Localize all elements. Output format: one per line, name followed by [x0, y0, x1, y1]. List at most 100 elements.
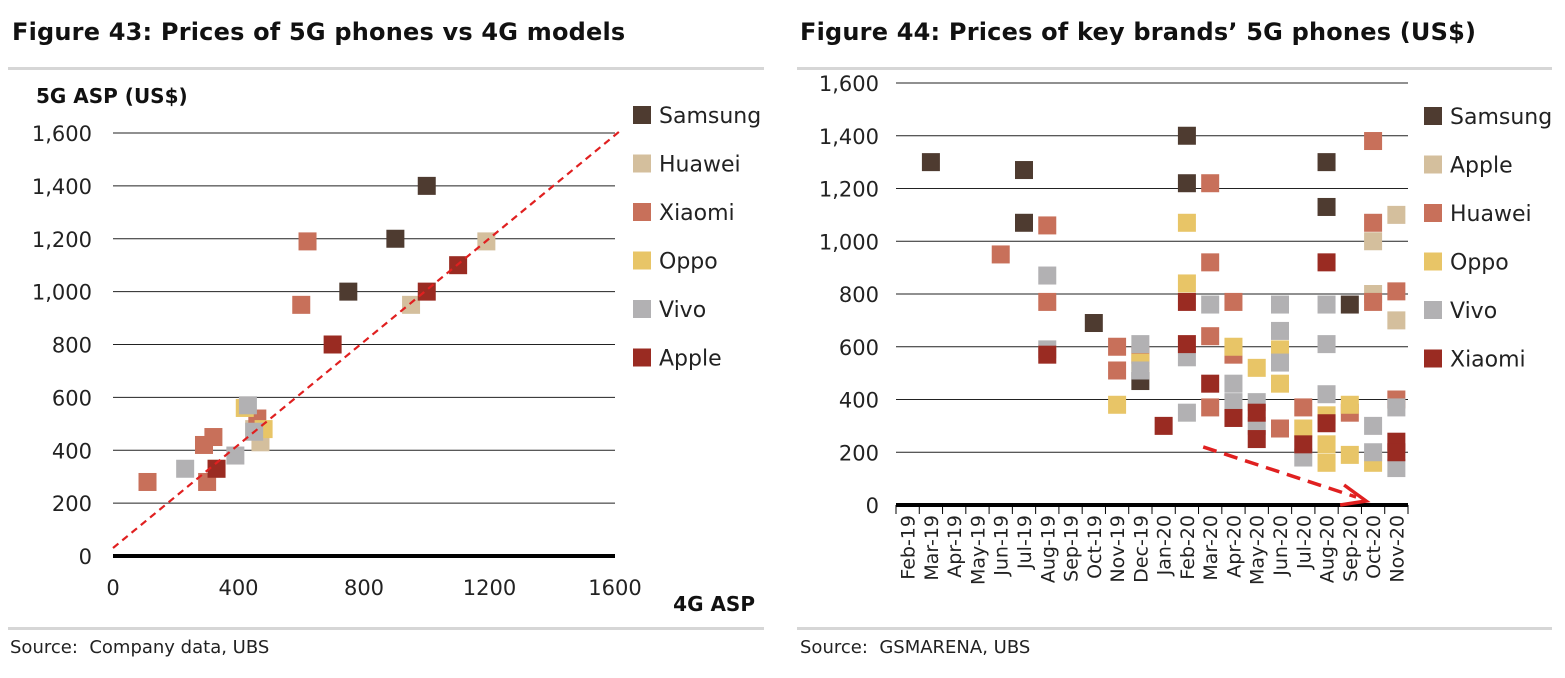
point-apple [1387, 205, 1406, 224]
legend-label-xiaomi: Xiaomi [659, 201, 735, 226]
point-huawei [1201, 253, 1220, 272]
point-huawei [1224, 292, 1243, 311]
x-tick-label: Apr-20 [1223, 515, 1245, 578]
point-huawei [1364, 213, 1383, 232]
point-oppo [1340, 395, 1359, 414]
point-samsung [1317, 153, 1336, 172]
y-tick-label: 1,200 [819, 178, 879, 202]
point-apple [323, 335, 342, 354]
point-oppo [1340, 445, 1359, 464]
y-tick-label: 800 [839, 283, 879, 307]
legend-label-vivo: Vivo [659, 298, 706, 323]
legend-label-huawei: Huawei [659, 153, 741, 178]
point-huawei [1201, 174, 1220, 193]
point-huawei [1201, 327, 1220, 346]
point-samsung [1015, 213, 1033, 232]
x-tick-label: Nov-19 [1107, 515, 1129, 583]
x-tick-label: Mar-20 [1200, 515, 1222, 581]
point-apple [207, 459, 226, 478]
figure-43-source: Source: Company data, UBS [10, 637, 270, 658]
legend-swatch-vivo [1424, 301, 1442, 319]
point-oppo [1108, 395, 1127, 414]
legend-label-xiaomi: Xiaomi [1450, 348, 1526, 373]
x-tick-label: 0 [106, 576, 119, 600]
point-vivo [1038, 266, 1057, 285]
point-huawei [1038, 216, 1057, 235]
point-vivo [1317, 335, 1336, 354]
point-huawei [1271, 419, 1289, 438]
figure-44-source: Source: GSMARENA, UBS [800, 637, 1031, 658]
reference-line [112, 130, 621, 549]
figure-44-panel: Figure 44: Prices of key brands’ 5G phon… [797, 0, 1565, 678]
y-axis-title: 5G ASP (US$) [36, 84, 188, 108]
point-oppo [1247, 358, 1266, 377]
trend-arrow-line [1202, 445, 1357, 499]
legend-label-apple: Apple [1450, 154, 1513, 179]
legend-label-samsung: Samsung [1450, 105, 1552, 130]
x-tick-label: May-20 [1247, 515, 1269, 585]
legend-swatch-huawei [1424, 204, 1442, 222]
point-vivo [1271, 321, 1289, 340]
point-oppo [1271, 374, 1289, 393]
x-tick-label: Aug-19 [1037, 515, 1059, 583]
x-tick-label: Jul-20 [1293, 515, 1315, 570]
x-tick-label: Dec-19 [1130, 515, 1152, 583]
point-samsung [1084, 314, 1103, 333]
point-xiaomi [1201, 374, 1220, 393]
x-tick-label: Feb-19 [898, 515, 920, 580]
x-tick-label: 1200 [463, 576, 516, 600]
y-tick-label: 1,000 [32, 281, 92, 305]
point-oppo [1317, 453, 1336, 472]
point-xiaomi [1387, 443, 1406, 462]
x-tick-label: Jun-20 [1270, 515, 1292, 577]
point-vivo [1131, 335, 1150, 354]
x-tick-label: 400 [218, 576, 258, 600]
point-samsung [1177, 126, 1196, 145]
point-vivo [1271, 295, 1289, 314]
point-vivo [1387, 459, 1406, 478]
point-huawei [1387, 282, 1406, 301]
top-divider [797, 67, 1552, 70]
y-tick-label: 600 [839, 336, 879, 360]
point-apple [1387, 311, 1406, 330]
legend-swatch-apple [633, 348, 651, 367]
bottom-divider [8, 627, 764, 630]
x-tick-label: Oct-19 [1084, 515, 1106, 579]
point-vivo [1317, 385, 1336, 404]
point-vivo [1201, 295, 1220, 314]
legend-swatch-oppo [633, 251, 651, 270]
point-xiaomi [1247, 403, 1266, 422]
trend-arrow-head [1339, 483, 1371, 507]
legend-swatch-xiaomi [633, 203, 651, 221]
point-samsung [339, 282, 358, 301]
y-tick-label: 200 [52, 492, 92, 516]
point-xiaomi [1317, 414, 1336, 433]
legend-label-samsung: Samsung [659, 104, 761, 129]
point-huawei [1294, 398, 1313, 417]
y-tick-label: 400 [52, 439, 92, 463]
point-vivo [1364, 443, 1383, 462]
legend-swatch-vivo [633, 300, 651, 318]
legend-swatch-huawei [633, 154, 651, 173]
point-xiaomi [298, 232, 317, 251]
point-xiaomi [1038, 345, 1057, 364]
point-oppo [1294, 419, 1313, 438]
x-axis-title: 4G ASP [673, 592, 755, 616]
point-samsung [417, 176, 436, 195]
top-divider [8, 67, 764, 70]
y-tick-label: 0 [79, 545, 92, 569]
figure-44-title: Figure 44: Prices of key brands’ 5G phon… [800, 18, 1477, 46]
point-huawei [1108, 337, 1127, 356]
y-tick-label: 1,600 [32, 122, 92, 146]
legend-swatch-samsung [633, 106, 651, 124]
x-tick-label: Sep-20 [1340, 515, 1362, 582]
point-vivo [1224, 393, 1243, 412]
y-tick-label: 1,400 [819, 125, 879, 149]
point-xiaomi [1177, 335, 1196, 354]
point-xiaomi [1317, 253, 1336, 272]
legend-swatch-samsung [1424, 107, 1442, 125]
point-huawei [402, 295, 421, 314]
point-huawei [1201, 398, 1220, 417]
point-huawei [1364, 132, 1383, 151]
x-tick-label: Jun-19 [991, 515, 1013, 577]
